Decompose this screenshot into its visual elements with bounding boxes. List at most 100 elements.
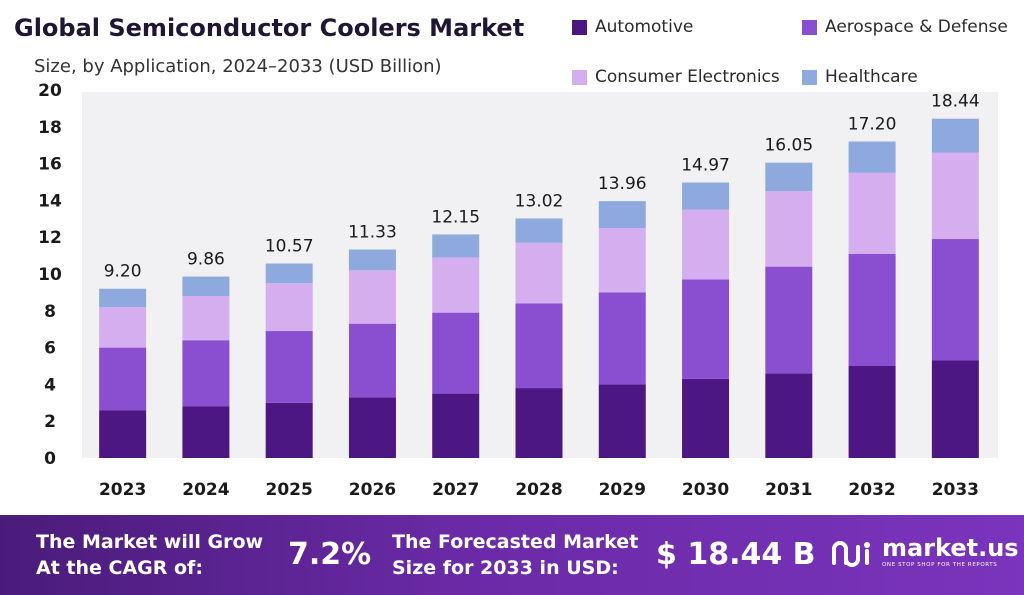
bar-segment-healthcare bbox=[99, 288, 147, 308]
bar-segment-aerospace-defense bbox=[598, 292, 646, 385]
legend-swatch bbox=[572, 19, 587, 35]
cagr-caption-line2: At the CAGR of: bbox=[36, 557, 203, 579]
bar-segment-healthcare bbox=[265, 263, 313, 284]
bar-segment-aerospace-defense bbox=[931, 239, 979, 361]
brand-name: market.us bbox=[882, 534, 1019, 562]
bar-segment-healthcare bbox=[848, 141, 896, 173]
bar-segment-aerospace-defense bbox=[682, 279, 730, 379]
y-tick-label: 2 bbox=[44, 412, 56, 432]
footer-banner: The Market will Grow At the CAGR of: 7.2… bbox=[0, 515, 1024, 595]
bar-segment-healthcare bbox=[182, 276, 230, 297]
bar-segment-healthcare bbox=[765, 162, 813, 192]
bar-segment-automotive bbox=[265, 402, 313, 458]
x-tick-label: 2033 bbox=[932, 480, 979, 500]
bar-segment-healthcare bbox=[598, 201, 646, 228]
y-tick-label: 16 bbox=[38, 155, 62, 175]
legend-label: Healthcare bbox=[825, 67, 918, 87]
bar-segment-automotive bbox=[99, 410, 147, 458]
x-tick-label: 2024 bbox=[182, 480, 229, 500]
bar-segment-automotive bbox=[682, 378, 730, 458]
bar-segment-automotive bbox=[598, 384, 646, 458]
legend-item-consumer-electronics: Consumer Electronics bbox=[572, 67, 780, 87]
bar-total-label: 13.02 bbox=[515, 191, 564, 211]
bar-total-label: 18.44 bbox=[931, 92, 980, 112]
x-tick-label: 2031 bbox=[765, 480, 812, 500]
y-tick-label: 6 bbox=[44, 339, 56, 359]
y-tick-label: 12 bbox=[38, 228, 62, 248]
y-tick-label: 4 bbox=[44, 375, 56, 395]
cagr-caption-line1: The Market will Grow bbox=[36, 531, 264, 553]
forecast-caption-line2: Size for 2033 in USD: bbox=[392, 557, 619, 579]
chart-subtitle: Size, by Application, 2024–2033 (USD Bil… bbox=[34, 56, 442, 77]
bar-total-label: 13.96 bbox=[598, 174, 647, 194]
bar-total-label: 9.86 bbox=[187, 250, 225, 270]
bar-segment-aerospace-defense bbox=[765, 266, 813, 374]
x-tick-label: 2023 bbox=[99, 480, 146, 500]
x-tick-label: 2030 bbox=[682, 480, 729, 500]
bar-segment-aerospace-defense bbox=[848, 253, 896, 366]
bar-segment-consumer-electronics bbox=[348, 270, 396, 324]
brand-logo: market.us ONE STOP SHOP FOR THE REPORTS bbox=[830, 535, 1019, 568]
bar-total-label: 10.57 bbox=[265, 237, 314, 257]
bar-segment-aerospace-defense bbox=[265, 331, 313, 403]
bar-segment-consumer-electronics bbox=[765, 191, 813, 267]
chart-title: Global Semiconductor Coolers Market bbox=[14, 14, 525, 42]
bar-total-label: 14.97 bbox=[681, 156, 730, 176]
y-tick-label: 10 bbox=[38, 265, 62, 285]
cagr-value: 7.2% bbox=[288, 537, 372, 572]
bar-segment-aerospace-defense bbox=[182, 340, 230, 407]
bar-total-label: 12.15 bbox=[431, 207, 480, 227]
bar-segment-consumer-electronics bbox=[682, 209, 730, 280]
bar-total-label: 17.20 bbox=[848, 115, 897, 135]
legend-label: Automotive bbox=[595, 17, 694, 37]
legend-swatch bbox=[572, 69, 587, 85]
bar-segment-consumer-electronics bbox=[848, 172, 896, 254]
cagr-caption: The Market will Grow At the CAGR of: bbox=[36, 529, 263, 581]
x-tick-label: 2032 bbox=[848, 480, 895, 500]
bar-segment-consumer-electronics bbox=[265, 283, 313, 332]
forecast-caption-line1: The Forecasted Market bbox=[392, 531, 639, 553]
legend-item-healthcare: Healthcare bbox=[802, 67, 918, 87]
bar-segment-consumer-electronics bbox=[99, 307, 147, 348]
x-tick-label: 2029 bbox=[599, 480, 646, 500]
legend-item-automotive: Automotive bbox=[572, 17, 693, 37]
x-tick-label: 2027 bbox=[432, 480, 479, 500]
bar-segment-aerospace-defense bbox=[99, 347, 147, 411]
bar-segment-consumer-electronics bbox=[931, 152, 979, 240]
legend-swatch bbox=[802, 19, 817, 35]
bar-segment-automotive bbox=[931, 360, 979, 458]
bar-segment-healthcare bbox=[432, 234, 480, 258]
y-tick-label: 8 bbox=[44, 302, 56, 322]
brand-tagline: ONE STOP SHOP FOR THE REPORTS bbox=[882, 562, 998, 568]
forecast-value: $ 18.44 B bbox=[656, 537, 816, 572]
forecast-caption: The Forecasted Market Size for 2033 in U… bbox=[392, 529, 638, 581]
x-tick-label: 2028 bbox=[515, 480, 562, 500]
y-tick-label: 18 bbox=[38, 118, 62, 138]
bar-segment-healthcare bbox=[348, 249, 396, 271]
bar-segment-consumer-electronics bbox=[515, 242, 563, 304]
legend-swatch bbox=[802, 69, 817, 85]
x-tick-label: 2026 bbox=[349, 480, 396, 500]
bar-segment-aerospace-defense bbox=[515, 303, 563, 389]
bar-total-label: 16.05 bbox=[764, 136, 813, 156]
bar-segment-automotive bbox=[182, 406, 230, 458]
legend-label: Aerospace & Defense bbox=[825, 17, 1008, 37]
bar-segment-automotive bbox=[432, 393, 480, 458]
bar-segment-aerospace-defense bbox=[348, 323, 396, 398]
bar-segment-automotive bbox=[848, 366, 896, 458]
bar-segment-healthcare bbox=[515, 218, 563, 243]
bar-total-label: 9.20 bbox=[104, 262, 142, 282]
stacked-bar-chart: 0 2 4 6 8 10 12 14 16 18 20 9.20 2023 9.86 2024 10.57 20… bbox=[38, 81, 998, 500]
y-tick-label: 14 bbox=[38, 191, 62, 211]
bar-segment-automotive bbox=[348, 397, 396, 458]
market-us-logo-icon bbox=[832, 540, 870, 567]
bar-segment-healthcare bbox=[931, 118, 979, 153]
bar-total-label: 11.33 bbox=[348, 223, 397, 243]
bar-segment-automotive bbox=[765, 373, 813, 458]
bar-segment-consumer-electronics bbox=[432, 257, 480, 313]
y-tick-label: 20 bbox=[38, 81, 62, 101]
legend-label: Consumer Electronics bbox=[595, 67, 780, 87]
bar-segment-automotive bbox=[515, 388, 563, 458]
y-tick-label: 0 bbox=[44, 449, 56, 469]
bar-segment-healthcare bbox=[682, 182, 730, 210]
